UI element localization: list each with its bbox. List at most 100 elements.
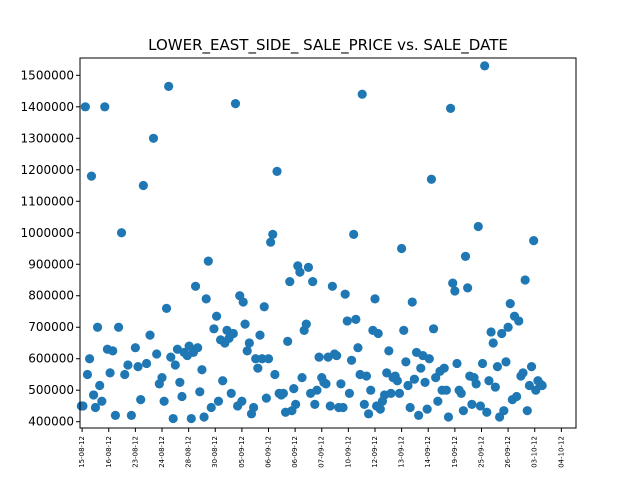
data-point [278,388,289,398]
data-point [475,401,486,411]
data-point [338,402,348,413]
data-point [161,303,172,313]
data-point [310,399,320,409]
data-point [123,360,133,370]
data-point [80,102,90,112]
data-point [382,368,392,378]
data-point [497,328,507,339]
y-tick-label: 400000 [28,415,74,429]
data-point [90,402,101,413]
data-point [366,385,376,395]
data-point [114,322,124,332]
data-point [95,380,105,391]
data-point [177,391,187,402]
data-point [253,363,263,373]
data-point [116,228,127,238]
y-tick-label: 500000 [28,383,74,397]
data-point [370,294,380,304]
data-point [433,396,443,406]
data-point [503,322,513,332]
y-tick-label: 1000000 [21,226,74,240]
data-point [353,343,363,353]
data-point [342,316,352,326]
data-point [213,396,224,406]
data-point [441,385,451,395]
data-point [426,174,437,184]
data-point [480,61,490,71]
data-point [84,354,95,364]
data-point [336,379,346,389]
data-point [285,276,295,287]
data-point [405,402,415,413]
data-point [514,316,524,326]
data-point [399,325,409,335]
data-point [499,406,509,416]
data-point [512,391,522,402]
data-point [211,311,222,321]
data-point [291,399,301,409]
x-tick-label: 30-08-12 [211,436,219,468]
data-point [346,355,357,365]
x-tick-label: 13-09-12 [398,436,406,468]
data-point [237,396,247,406]
data-point [175,377,185,387]
data-point [195,387,205,397]
x-tick-label: 06-09-12 [264,436,272,468]
x-tick-label: 24-08-12 [158,436,166,468]
data-point [78,401,88,411]
data-point [321,379,331,389]
data-point [357,89,367,99]
data-point [537,380,547,391]
data-point [492,362,503,372]
x-tick-label: 28-08-12 [185,436,193,468]
data-point [407,297,417,307]
data-point [159,396,169,406]
y-tick-label: 800000 [28,289,74,303]
data-point [289,384,299,394]
x-tick-label: 15-08-12 [78,436,86,468]
x-tick-label: 12-09-12 [371,436,379,468]
data-point [86,171,97,181]
data-point [138,180,148,191]
data-point [270,369,280,380]
data-point [226,388,236,398]
data-point [340,289,350,299]
y-tick-label: 1400000 [21,100,74,114]
data-point [136,395,146,405]
x-tick-label: 16-08-12 [105,436,113,468]
data-point [424,354,434,364]
data-point [467,399,477,409]
data-point [170,360,180,370]
data-point [446,103,456,113]
data-point [373,328,383,339]
x-tick-label: 14-09-12 [424,436,432,468]
data-point [268,229,278,239]
data-point [199,412,209,422]
data-point [501,357,511,367]
data-point [301,319,311,329]
data-point [240,319,250,329]
data-point [297,373,307,383]
data-point [255,330,265,340]
data-point [518,368,528,378]
data-point [349,229,359,239]
data-point [397,243,407,254]
data-point [244,338,254,348]
data-point [312,385,322,395]
data-point [206,402,216,413]
x-tick-label: 10-09-12 [344,436,352,468]
data-point [520,275,530,285]
data-point [375,404,385,414]
data-point [456,388,466,398]
data-point [110,410,121,420]
data-point [490,382,500,392]
data-point [392,376,402,386]
data-point [488,338,498,348]
x-tick-label: 05-09-12 [238,436,246,468]
data-point [327,281,337,291]
data-point [473,221,483,232]
data-point [242,346,252,356]
data-point [193,343,203,353]
data-point [486,327,496,337]
